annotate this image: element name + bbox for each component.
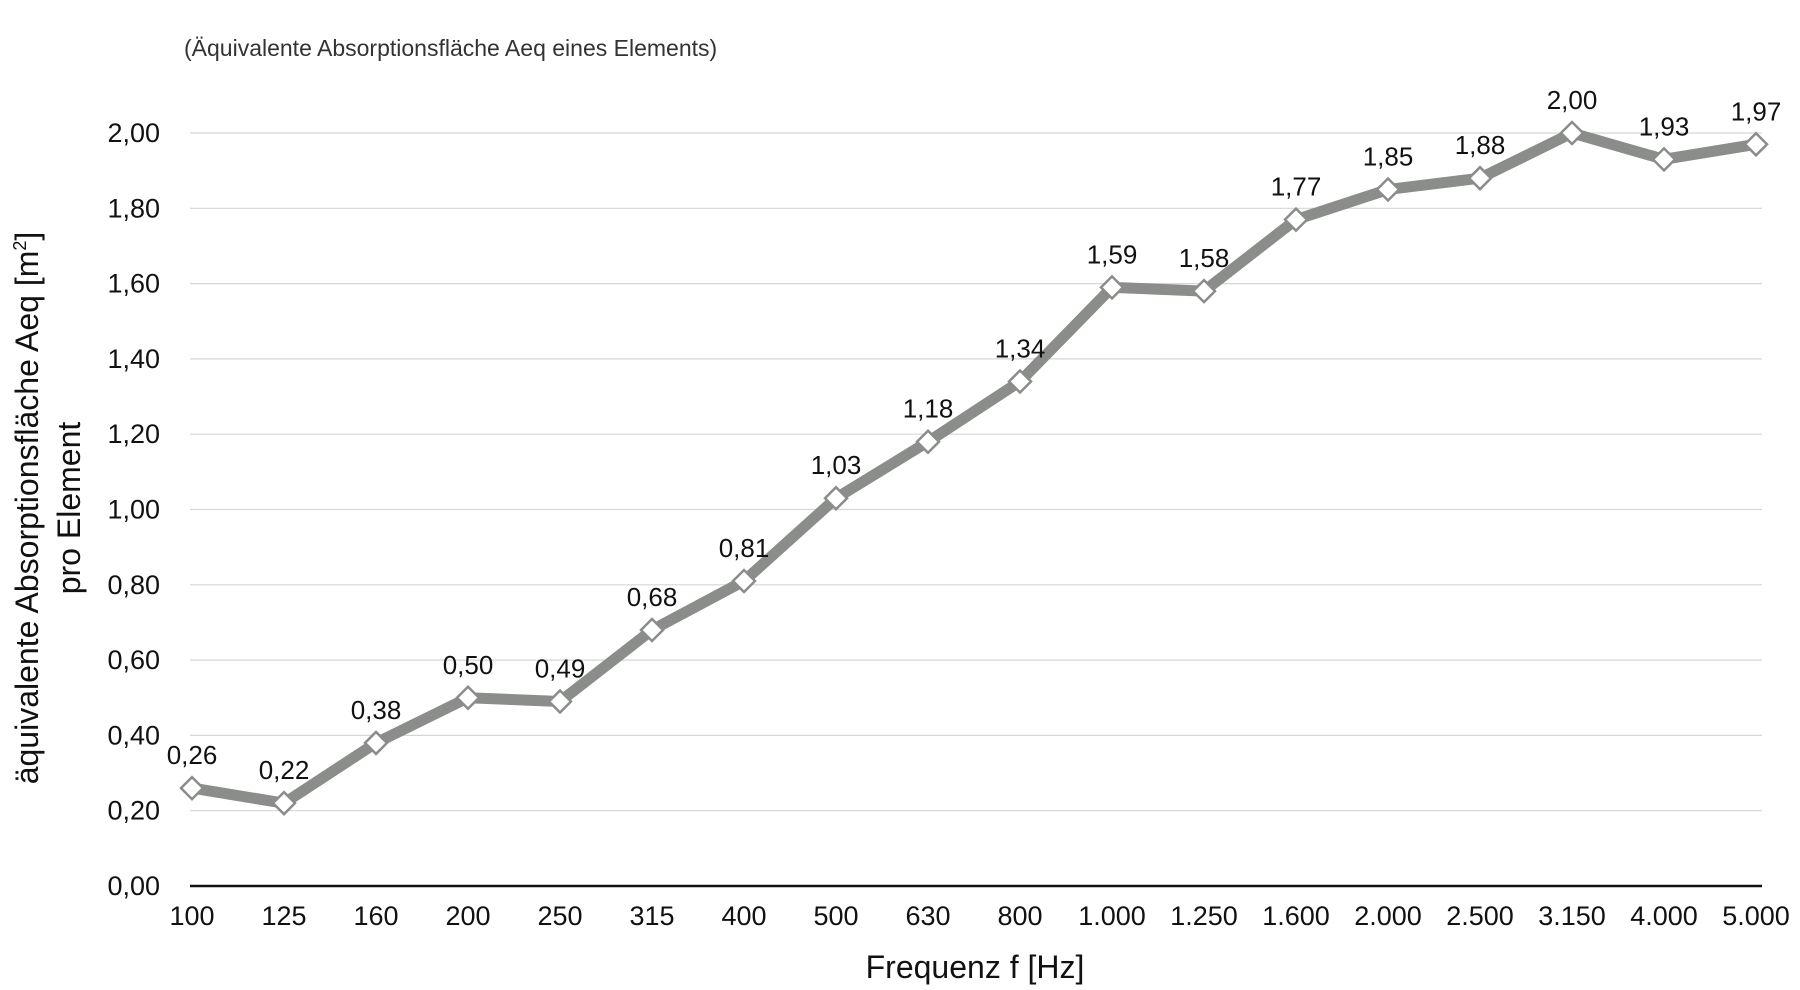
data-label: 0,26 [167, 740, 218, 770]
y-tick-label: 2,00 [107, 118, 160, 148]
data-point-marker [1559, 120, 1585, 146]
x-tick-labels: 100 125 160 200 250 315 400 500 630 800 1.000 1.250… [169, 901, 1789, 931]
y-tick-label: 0,20 [107, 796, 160, 826]
y-axis-title-line2: pro Element [51, 422, 87, 595]
data-label: 1,58 [1179, 243, 1230, 273]
x-tick-label: 2.500 [1446, 901, 1514, 931]
y-tick-labels: 0,00 0,20 0,40 0,60 0,80 1,00 1,20 1,40 1,60 1,80… [107, 118, 160, 901]
x-tick-label: 4.000 [1630, 901, 1698, 931]
x-tick-label: 250 [537, 901, 582, 931]
y-tick-label: 0,00 [107, 871, 160, 901]
data-point-marker [639, 617, 665, 643]
data-label: 0,38 [351, 695, 402, 725]
data-point-marker [1099, 274, 1125, 301]
data-point-marker [915, 428, 941, 455]
data-point-marker [271, 790, 297, 816]
y-tick-label: 1,00 [107, 495, 160, 525]
data-label: 1,18 [903, 394, 954, 424]
data-point-marker [1283, 206, 1309, 233]
data-point-marker [1743, 131, 1769, 158]
grid-lines [190, 132, 1762, 888]
x-tick-label: 1.600 [1262, 901, 1330, 931]
data-label: 1,93 [1639, 111, 1690, 141]
data-label: 2,00 [1547, 85, 1598, 115]
x-tick-label: 500 [813, 901, 858, 931]
data-label: 1,97 [1731, 96, 1782, 126]
data-point-marker [1467, 165, 1493, 191]
y-tick-label: 0,60 [107, 645, 160, 675]
y-tick-label: 0,80 [107, 570, 160, 600]
data-label: 0,68 [627, 582, 678, 612]
y-tick-label: 0,40 [107, 720, 160, 750]
x-tick-label: 5.000 [1722, 901, 1790, 931]
data-point-marker [731, 568, 757, 594]
y-axis-title-line1: äquivalente Absorptionsfläche Aeq [m2] [9, 232, 45, 785]
x-tick-label: 1.250 [1170, 901, 1238, 931]
data-label: 1,88 [1455, 130, 1506, 160]
x-tick-label: 1.000 [1078, 901, 1146, 931]
data-label: 1,85 [1363, 141, 1414, 171]
chart-subtitle: (Äquivalente Absorptionsfläche Aeq eines… [184, 35, 717, 61]
data-point-marker [1191, 278, 1217, 304]
series-line [186, 127, 1762, 809]
x-tick-label: 125 [261, 901, 306, 931]
x-tick-label: 160 [353, 901, 398, 931]
y-axis-title-superscript: 2 [10, 241, 30, 251]
x-tick-label: 400 [721, 901, 766, 931]
data-point-marker [547, 688, 573, 715]
x-tick-label: 3.150 [1538, 901, 1606, 931]
data-point-marker [1007, 368, 1033, 395]
x-axis-title: Frequenz f [Hz] [866, 949, 1085, 985]
data-label: 0,22 [259, 755, 310, 785]
data-label: 1,77 [1271, 172, 1322, 202]
data-label: 1,34 [995, 333, 1046, 363]
x-tick-label: 315 [629, 901, 674, 931]
y-tick-label: 1,60 [107, 269, 160, 299]
x-tick-label: 2.000 [1354, 901, 1422, 931]
marker-layer [179, 120, 1769, 816]
data-point-marker [455, 684, 481, 711]
data-point-marker [823, 485, 849, 511]
data-point-marker [363, 730, 389, 756]
data-label: 0,81 [719, 533, 770, 563]
data-label: 0,49 [535, 654, 586, 684]
y-tick-label: 1,20 [107, 419, 160, 449]
series-layer [186, 127, 1762, 809]
x-tick-label: 200 [445, 901, 490, 931]
data-label: 0,50 [443, 650, 494, 680]
x-tick-label: 630 [905, 901, 950, 931]
y-tick-label: 1,80 [107, 193, 160, 223]
x-tick-label: 800 [997, 901, 1042, 931]
data-point-marker [1375, 176, 1401, 203]
data-point-marker [179, 775, 205, 801]
data-label-layer: 0,26 0,22 0,38 0,50 0,49 0,68 0,81 1,03 1,18 1,34… [167, 85, 1782, 785]
data-label: 1,03 [811, 450, 862, 480]
data-point-marker [1651, 146, 1677, 173]
x-tick-label: 100 [169, 901, 214, 931]
y-axis-title: äquivalente Absorptionsfläche Aeq [m2] p… [9, 232, 87, 785]
y-tick-label: 1,40 [107, 344, 160, 374]
data-label: 1,59 [1087, 239, 1138, 269]
